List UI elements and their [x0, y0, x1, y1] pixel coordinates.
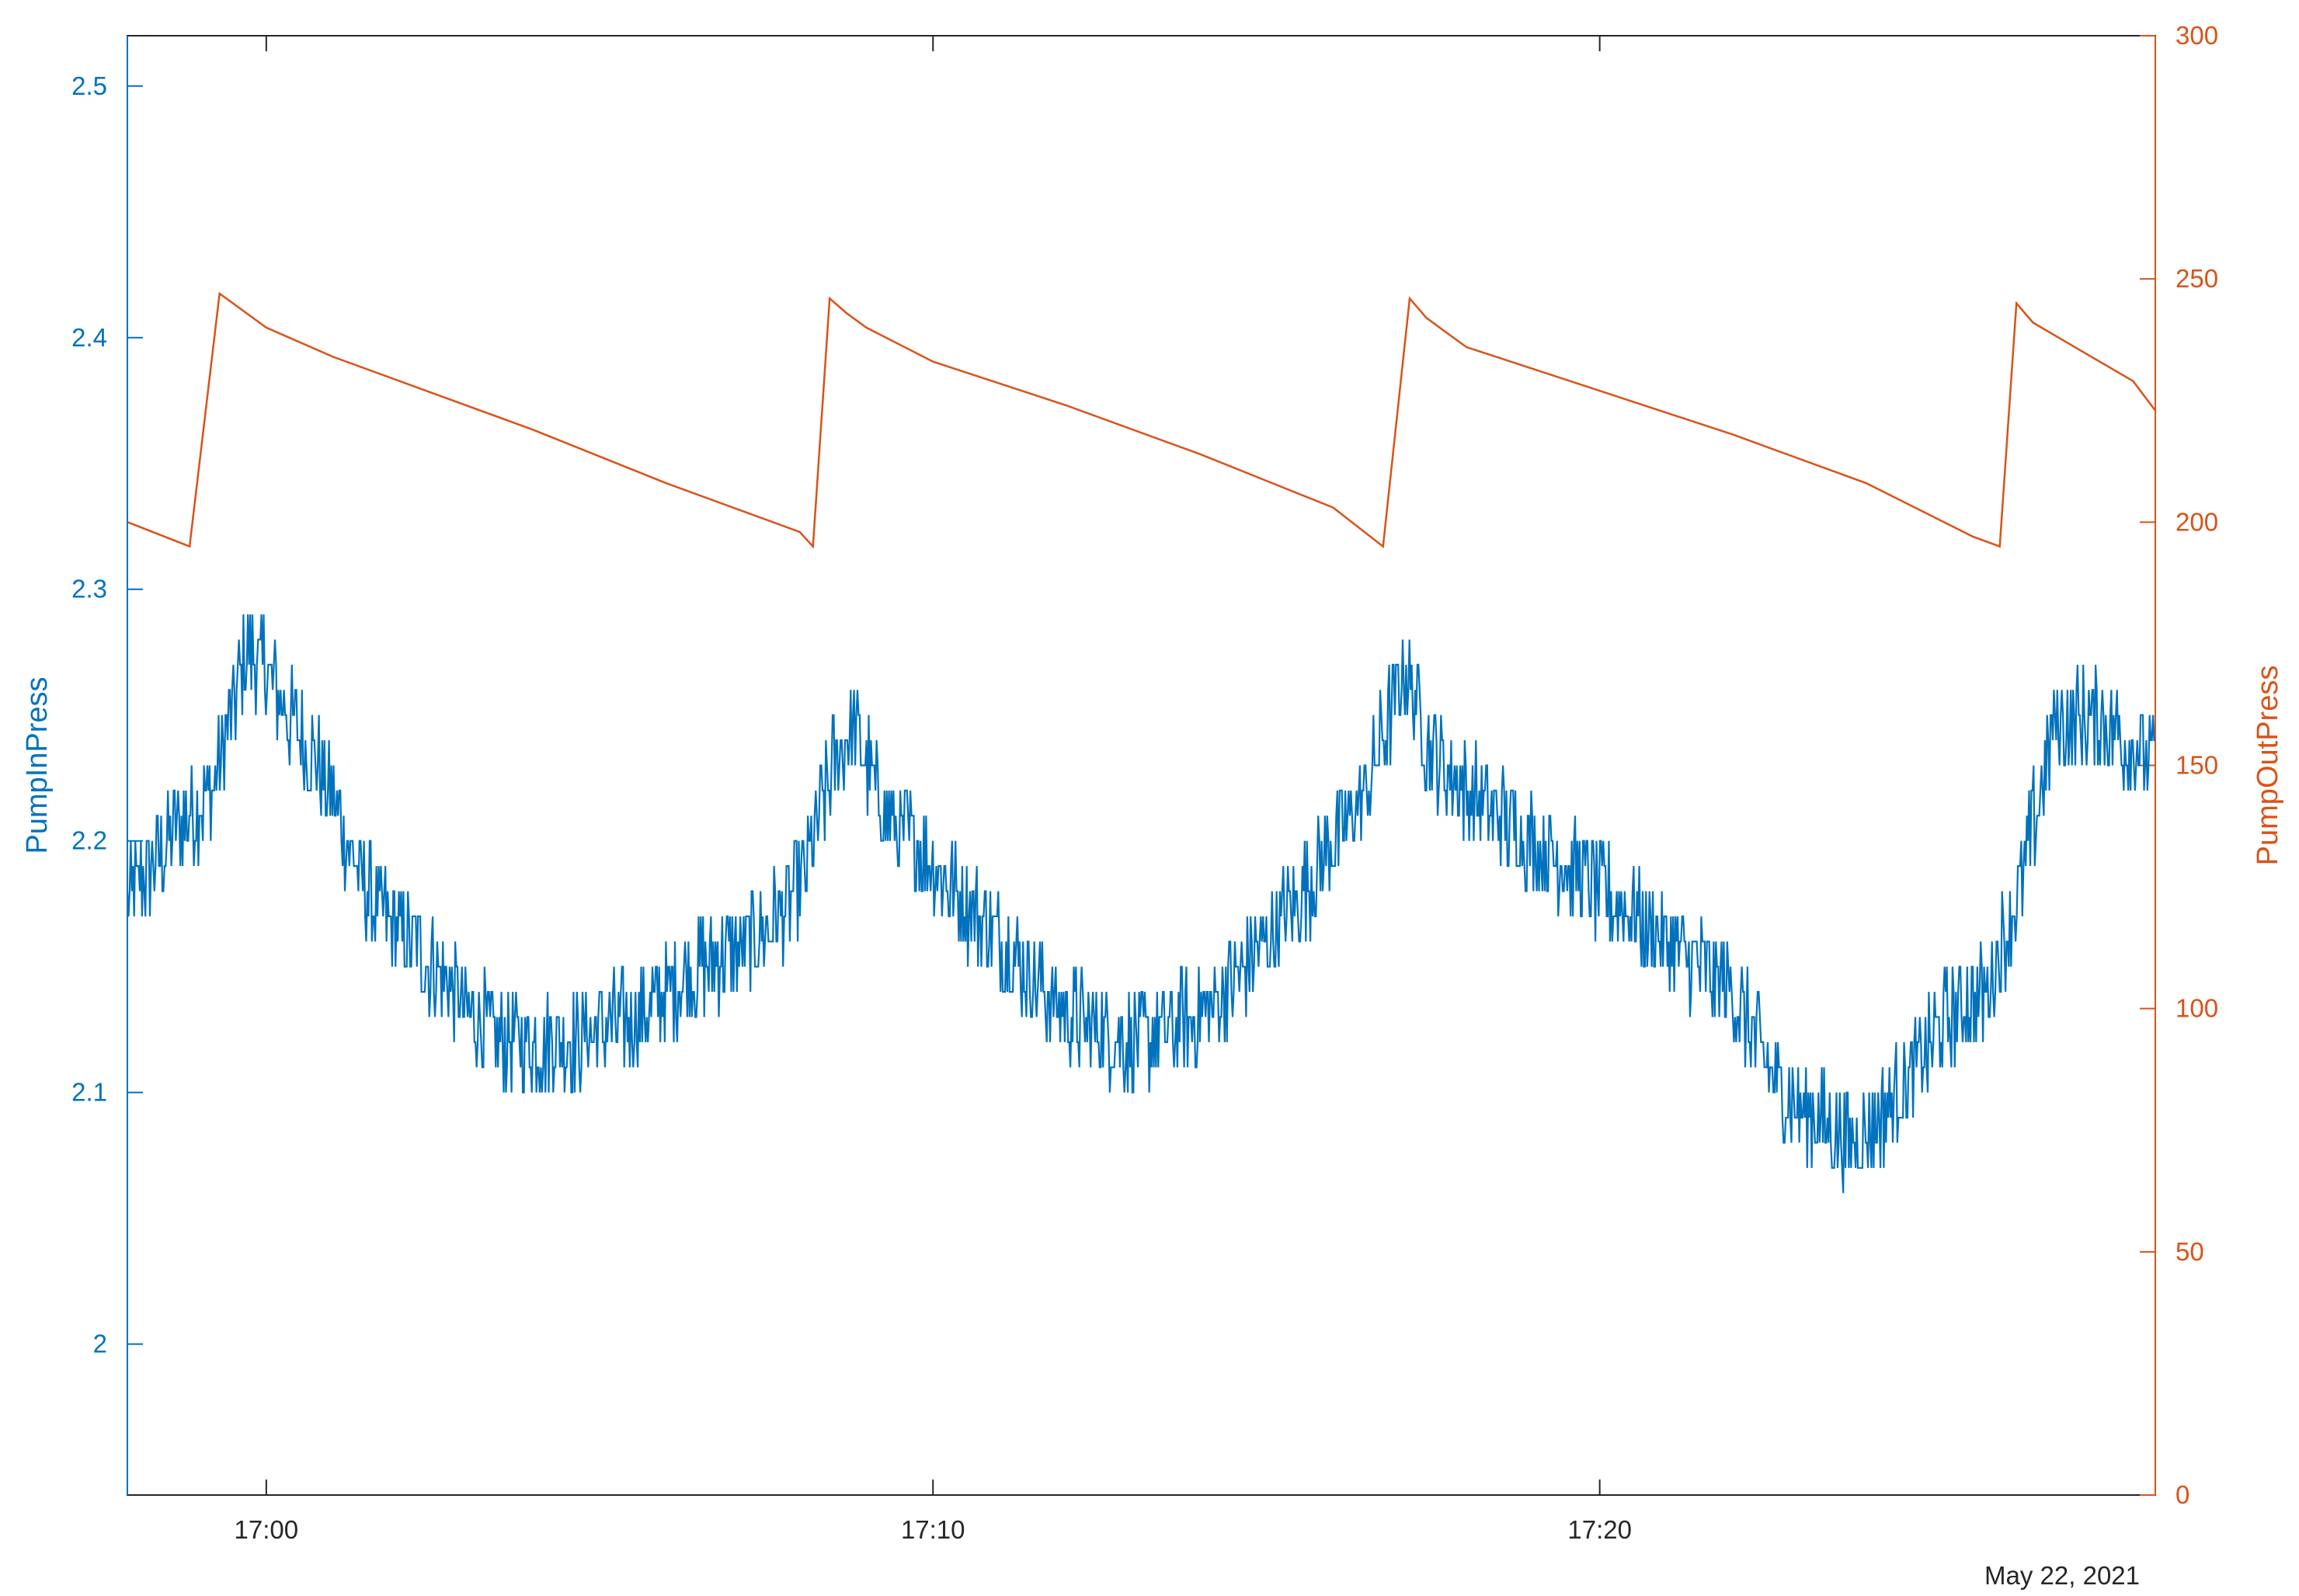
left-axis: 2 2.1 2.2 2.3 2.4 2.5 — [71, 36, 143, 1495]
right-axis: 0 50 100 150 200 250 300 — [2140, 21, 2218, 1509]
x-tick-label: 17:20 — [1567, 1515, 1632, 1544]
right-tick-label: 50 — [2176, 1237, 2204, 1266]
left-tick-label: 2 — [93, 1330, 107, 1358]
plot-area-border — [127, 35, 2156, 1496]
left-tick-label: 2.4 — [71, 323, 107, 352]
right-tick-label: 150 — [2176, 751, 2218, 780]
right-tick-label: 300 — [2176, 21, 2218, 50]
x-tick-label: 17:10 — [901, 1515, 965, 1544]
left-tick-label: 2.3 — [71, 575, 107, 603]
x-axis: 17:00 17:10 17:20 — [235, 36, 1632, 1544]
left-tick-label: 2.5 — [71, 71, 107, 100]
right-tick-label: 100 — [2176, 994, 2218, 1023]
series-line-pumpoutpress — [127, 291, 2156, 549]
right-tick-label: 250 — [2176, 264, 2218, 293]
series-line-pumpinpress — [126, 614, 2155, 1194]
date-label: May 22, 2021 — [1984, 1561, 2140, 1590]
right-tick-label: 0 — [2176, 1480, 2189, 1509]
left-tick-label: 2.2 — [71, 826, 107, 855]
left-axis-label: PumpInPress — [21, 676, 54, 854]
right-axis-label: PumpOutPress — [2252, 666, 2284, 866]
series-layer — [126, 291, 2156, 1194]
left-tick-label: 2.1 — [71, 1078, 107, 1107]
x-tick-label: 17:00 — [235, 1515, 299, 1544]
right-tick-label: 200 — [2176, 507, 2218, 536]
